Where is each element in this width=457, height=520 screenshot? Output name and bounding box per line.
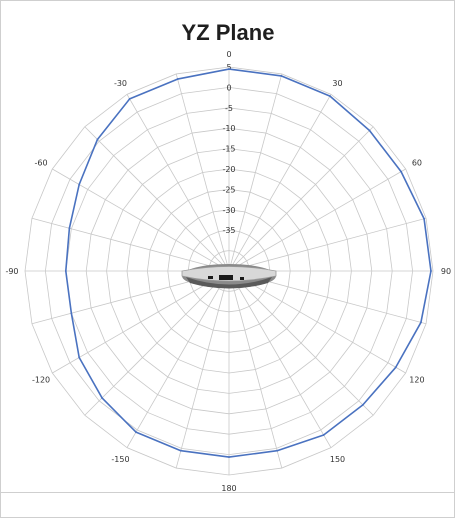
grid-spoke xyxy=(175,270,230,469)
series-point xyxy=(400,170,402,173)
series-point xyxy=(78,183,81,186)
radial-tick-label: -35 xyxy=(222,226,235,235)
grid-spoke xyxy=(228,270,374,416)
angle-tick-label: 0 xyxy=(226,50,231,59)
grid-spoke xyxy=(228,73,283,272)
grid-spoke xyxy=(84,126,230,272)
angle-tick-label: 90 xyxy=(441,267,451,276)
angle-tick-label: -90 xyxy=(5,267,18,276)
series-point xyxy=(394,366,397,369)
grid-spoke xyxy=(52,168,230,272)
series-point xyxy=(423,217,425,220)
grid-spoke xyxy=(175,73,230,272)
angle-tick-label: -30 xyxy=(114,79,127,88)
radial-tick-label: -5 xyxy=(225,104,233,113)
radial-tick-label: 0 xyxy=(226,83,231,92)
series-point xyxy=(179,449,182,452)
series-point xyxy=(101,397,103,399)
grid-spoke xyxy=(228,168,406,272)
grid-spoke xyxy=(126,270,230,448)
angle-tick-label: 150 xyxy=(330,455,345,464)
series-point xyxy=(135,431,137,434)
series-layer xyxy=(64,68,432,458)
radial-tick-label: -20 xyxy=(222,165,235,174)
series-point xyxy=(96,138,99,141)
series-point xyxy=(361,403,364,406)
radial-tick-labels: 5 0 -5 -10 -15 -20 -25 -30 -35 xyxy=(222,63,235,235)
series-point xyxy=(78,356,81,359)
radial-tick-label: -15 xyxy=(222,145,235,154)
series-point xyxy=(329,95,331,97)
series-point xyxy=(70,312,73,315)
radial-tick-label: 5 xyxy=(226,63,231,72)
angle-tick-label: 180 xyxy=(221,484,236,493)
angle-tick-label: -120 xyxy=(32,376,50,385)
grid-spoke xyxy=(228,94,332,272)
grid-spoke xyxy=(52,270,230,374)
series-point xyxy=(128,98,131,100)
grid-spoke xyxy=(31,217,230,272)
series-point xyxy=(420,321,422,324)
angle-tick-label: -60 xyxy=(35,159,48,168)
grid-spoke xyxy=(228,270,283,469)
grid-spoke xyxy=(228,126,374,272)
radial-tick-label: -25 xyxy=(222,185,235,194)
angle-tick-label: 120 xyxy=(409,376,424,385)
angle-tick-label: -150 xyxy=(111,455,129,464)
grid-spoke xyxy=(84,270,230,416)
bottom-divider xyxy=(0,492,455,493)
series-point xyxy=(176,78,179,80)
series-point xyxy=(228,456,230,458)
angle-tick-label: 60 xyxy=(412,159,422,168)
radial-tick-label: -30 xyxy=(222,206,235,215)
antenna-device-icon xyxy=(181,264,277,289)
grid-spoke xyxy=(228,217,427,272)
chart-title: YZ Plane xyxy=(182,20,275,45)
series-point xyxy=(228,68,230,70)
series-point xyxy=(276,449,279,452)
series-point xyxy=(322,434,325,436)
series-point xyxy=(280,75,283,77)
series-point xyxy=(64,270,67,272)
series-point xyxy=(68,227,71,230)
grid-spoke xyxy=(228,270,332,448)
series-point xyxy=(368,129,371,132)
series-line xyxy=(65,68,432,458)
grid-spoke xyxy=(228,270,406,374)
grid-spoke xyxy=(126,94,230,272)
series-point xyxy=(430,270,432,272)
radial-tick-label: -10 xyxy=(222,124,235,133)
polar-grid xyxy=(24,66,434,476)
angle-tick-label: 30 xyxy=(332,79,342,88)
